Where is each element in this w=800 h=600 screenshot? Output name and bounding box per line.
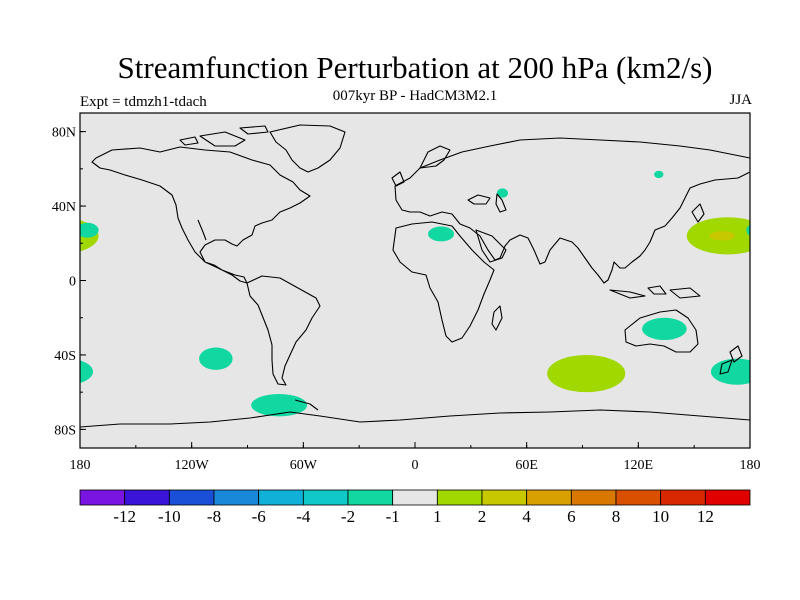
colorbar-swatch	[124, 489, 170, 506]
contour-region-10	[642, 317, 687, 341]
colorbar-label: 12	[697, 507, 714, 526]
colorbar-label: 1	[433, 507, 442, 526]
colorbar-swatch	[213, 489, 260, 506]
x-tick-label: 120W	[175, 458, 210, 473]
y-tick-label: 40S	[54, 349, 76, 364]
colorbar-label: -1	[386, 507, 400, 526]
map-background	[80, 113, 750, 448]
y-tick-label: 40N	[52, 200, 76, 215]
colorbar-label: -2	[341, 507, 355, 526]
colorbar-swatch	[392, 489, 438, 506]
colorbar-label: 8	[612, 507, 621, 526]
experiment-label: Expt = tdmzh1-tdach	[80, 94, 207, 110]
colorbar-swatch	[79, 489, 126, 506]
contour-region-4	[199, 347, 233, 370]
colorbar-label: -4	[296, 507, 311, 526]
contour-region-7	[428, 226, 455, 242]
chart-title: Streamfunction Perturbation at 200 hPa (…	[117, 50, 713, 85]
y-tick-label: 80N	[52, 126, 76, 141]
x-tick-label: 60E	[515, 458, 538, 473]
contour-region-11	[710, 358, 750, 385]
x-tick-label: 120E	[624, 458, 654, 473]
colorbar-swatch	[347, 489, 394, 506]
colorbar-swatch	[258, 489, 304, 506]
colorbar-swatch	[436, 489, 483, 506]
x-tick-label: 180	[740, 458, 761, 473]
colorbar-swatch	[660, 489, 706, 506]
colorbar-label: 4	[522, 507, 531, 526]
y-tick-label: 0	[69, 275, 76, 290]
contour-region-1	[709, 231, 736, 241]
colorbar-label: -10	[158, 507, 181, 526]
contour-region-9	[654, 170, 664, 179]
colorbar-swatch	[704, 489, 751, 506]
contour-region-wrap-3	[746, 224, 750, 236]
colorbar-label: 10	[652, 507, 669, 526]
y-tick-label: 80S	[54, 423, 76, 438]
colorbar-label: -8	[207, 507, 221, 526]
colorbar-label: -6	[252, 507, 266, 526]
colorbar-label: 2	[478, 507, 487, 526]
colorbar-label: -12	[113, 507, 136, 526]
contour-region-6	[251, 394, 308, 417]
colorbar-swatch	[570, 489, 617, 506]
colorbar-swatch	[302, 489, 349, 506]
x-tick-label: 180	[70, 458, 91, 473]
season-label: JJA	[729, 92, 752, 108]
coastlines	[80, 124, 750, 428]
x-tick-label: 60W	[290, 458, 318, 473]
colorbar-swatch	[481, 489, 528, 506]
chart-subtitle: 007kyr BP - HadCM3M2.1	[332, 88, 498, 104]
contour-region-wrap-11	[80, 360, 94, 383]
x-tick-label: 0	[412, 458, 419, 473]
colorbar-swatch	[615, 489, 662, 506]
contour-region-8	[496, 188, 509, 198]
colorbar-label: 6	[567, 507, 576, 526]
colorbar-swatch	[168, 489, 215, 506]
contour-region-2	[547, 354, 626, 393]
colorbar-swatch	[526, 489, 572, 506]
contour-region-3	[80, 222, 99, 238]
